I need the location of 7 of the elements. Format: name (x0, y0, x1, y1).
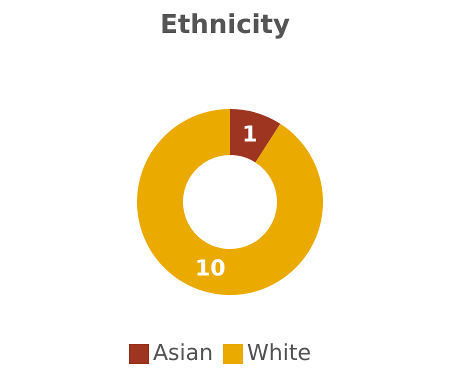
donut-slice (230, 109, 280, 162)
data-label: 1 (242, 122, 258, 148)
donut-slice (137, 109, 323, 295)
legend-label: White (247, 341, 312, 366)
data-label: 10 (194, 256, 226, 282)
legend-label: Asian (152, 341, 214, 366)
chart-title: Ethnicity (159, 10, 291, 40)
